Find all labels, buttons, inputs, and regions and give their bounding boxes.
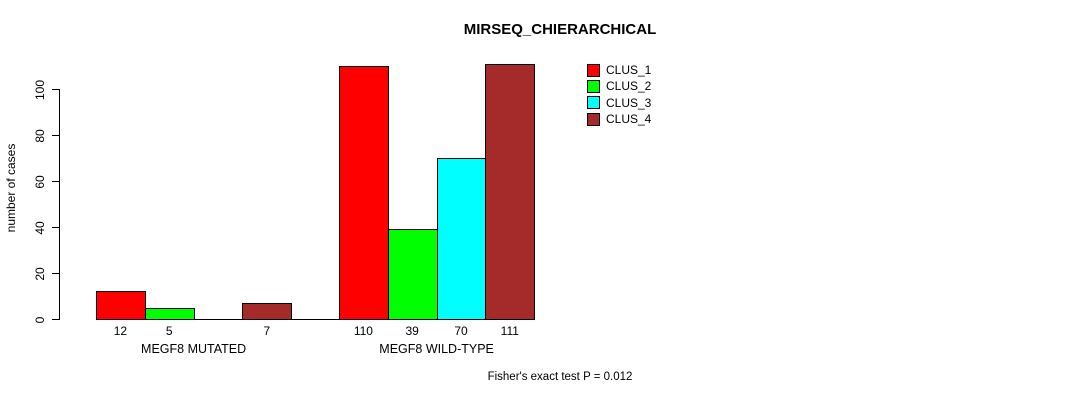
legend-label: CLUS_4: [606, 112, 652, 127]
fisher-test-annotation: Fisher's exact test P = 0.012: [487, 371, 633, 383]
category-label: MEGF8 WILD-TYPE: [379, 342, 494, 356]
legend-item: CLUS_1: [587, 62, 651, 78]
y-axis-label: number of cases: [4, 143, 18, 233]
legend-item: CLUS_3: [587, 95, 651, 111]
y-tick-label: 0: [33, 316, 47, 323]
y-tick-label: 80: [33, 128, 47, 143]
bar-clus_4-mutated: [242, 302, 293, 320]
bar-clus_4-wildtype: [485, 63, 536, 320]
y-axis-tick: [52, 181, 59, 182]
bar-value-label: 12: [113, 324, 128, 338]
y-tick-label: 60: [33, 174, 47, 189]
y-tick-label: 20: [33, 266, 47, 281]
y-axis-tick: [52, 89, 59, 90]
legend-label: CLUS_1: [606, 63, 652, 78]
chart-title: MIRSEQ_CHIERARCHICAL: [463, 21, 657, 38]
legend-item: CLUS_4: [587, 111, 651, 127]
bar-clus_2-wildtype: [387, 229, 438, 320]
legend-swatch-clus_3: [587, 96, 600, 110]
y-axis-tick: [52, 319, 59, 320]
bar-value-label: 7: [263, 324, 271, 338]
legend: CLUS_1 CLUS_2 CLUS_3 CLUS_4: [587, 62, 651, 127]
bar-value-label: 39: [405, 324, 419, 338]
bar-value-label: 111: [500, 324, 519, 338]
category-label: MEGF8 MUTATED: [141, 342, 247, 356]
legend-label: CLUS_3: [606, 95, 652, 110]
legend-swatch-clus_1: [587, 63, 600, 77]
bar-clus_3-wildtype: [436, 158, 487, 320]
legend-label: CLUS_2: [606, 79, 652, 94]
y-tick-label: 40: [33, 220, 47, 235]
legend-swatch-clus_4: [587, 112, 600, 126]
x-baseline: [96, 319, 536, 320]
legend-item: CLUS_2: [587, 78, 651, 94]
bar-value-label: 110: [353, 324, 373, 338]
bar-clus_1-wildtype: [339, 66, 389, 320]
y-tick-label: 100: [33, 79, 47, 100]
bar-clus_1-mutated: [96, 291, 146, 320]
y-axis-tick: [52, 227, 59, 228]
bar-value-label: 5: [165, 324, 173, 338]
legend-swatch-clus_2: [587, 79, 600, 93]
y-axis-tick: [52, 135, 59, 136]
y-axis-tick: [52, 273, 59, 274]
y-axis-line: [59, 89, 60, 320]
bar-value-label: 70: [454, 324, 468, 338]
